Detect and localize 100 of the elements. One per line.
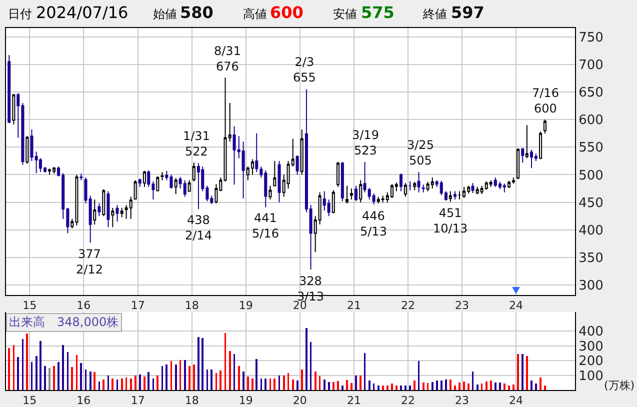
y-tick-label: 350 [578, 251, 604, 266]
candlestick [160, 171, 164, 181]
candlestick [516, 148, 520, 180]
annotation: 出来高 348,000株 [6, 313, 122, 332]
candlestick [26, 136, 29, 164]
y-tick-label: 200 [578, 354, 604, 370]
candlestick [116, 204, 119, 222]
candlestick [300, 129, 304, 176]
y-tick-label: 550 [578, 140, 604, 156]
candlestick [458, 190, 461, 200]
x-tick-label: 17 [130, 299, 145, 312]
candlestick [12, 94, 16, 126]
candlestick [183, 180, 186, 198]
candlestick [106, 190, 110, 228]
text: 580 [180, 3, 214, 22]
candlestick [350, 188, 353, 200]
candlestick [512, 177, 515, 184]
candlestick [408, 180, 412, 191]
candlestick [539, 131, 542, 160]
candlestick [417, 171, 420, 193]
x-tick-label: 18 [184, 394, 199, 407]
text: 2024/07/16 [36, 3, 128, 22]
candlestick [430, 177, 434, 190]
candlestick [448, 190, 452, 202]
candlestick [129, 196, 132, 220]
x-tick-label: 23 [454, 394, 469, 407]
candlestick [413, 181, 416, 191]
candlestick [354, 185, 358, 202]
x-tick-label: 21 [346, 394, 361, 407]
candlestick [404, 182, 407, 198]
annotation: 2/3 655 [293, 55, 316, 85]
y-tick-label: 500 [578, 168, 604, 184]
annotation: 3/19 523 [352, 128, 379, 158]
candlestick [98, 202, 101, 217]
candlestick [278, 160, 281, 203]
candlestick [346, 185, 349, 204]
candlestick [502, 183, 506, 193]
x-tick-label: 23 [454, 299, 469, 312]
text: 安値 [333, 7, 357, 21]
candlestick [268, 185, 272, 200]
annotation: 3/25 505 [407, 138, 434, 168]
candlestick [188, 180, 191, 192]
candlestick [498, 181, 502, 190]
x-tick-label: 19 [238, 299, 253, 312]
annotation: 438 2/14 [185, 213, 212, 243]
x-tick-label: 19 [238, 394, 253, 407]
candlestick [462, 186, 466, 198]
text: 終値 [423, 7, 447, 21]
candlestick [192, 162, 196, 182]
annotation: 8/31 676 [214, 44, 241, 74]
x-tick-label: 15 [22, 299, 37, 312]
y-tick-label: 650 [578, 86, 604, 101]
candlestick [454, 190, 457, 200]
candlestick [111, 207, 114, 228]
text: 高値 [243, 7, 267, 21]
x-tick-label: 16 [76, 299, 91, 312]
x-tick-label: 20 [292, 394, 307, 407]
x-tick-label: 22 [400, 394, 415, 407]
y-tick-label: 400 [578, 223, 604, 238]
x-tick-label: 17 [130, 394, 145, 407]
text: 600 [270, 3, 304, 22]
text: 575 [361, 3, 394, 22]
candlestick [525, 124, 528, 159]
x-tick-label: 22 [400, 299, 415, 312]
text: 始値 [153, 7, 177, 21]
candlestick [508, 180, 511, 188]
text: 597 [451, 3, 484, 22]
candlestick [340, 162, 344, 202]
candlestick [8, 54, 11, 124]
annotation: 451 10/13 [433, 206, 468, 236]
candlestick [174, 178, 178, 195]
annotation: 441 5/16 [252, 211, 279, 241]
y-tick-label: 700 [578, 58, 604, 73]
x-tick-label: 18 [184, 299, 199, 312]
x-tick-label: 15 [22, 394, 37, 407]
annotation: 7/16 600 [532, 86, 559, 116]
candlestick [543, 119, 546, 134]
candlestick [142, 170, 146, 188]
candlestick [273, 160, 276, 186]
candlestick [48, 168, 52, 176]
y-tick-label: 600 [578, 113, 604, 128]
candlestick [196, 162, 200, 210]
candlestick [390, 184, 394, 198]
candlestick [80, 173, 83, 181]
text: 日付 [8, 7, 32, 21]
annotation: 446 5/13 [360, 209, 387, 239]
candlestick [120, 207, 124, 218]
x-tick-label: 24 [508, 299, 523, 312]
candlestick [332, 190, 335, 214]
candlestick [521, 148, 524, 164]
candlestick [134, 180, 137, 200]
y-tick-label: 300 [578, 339, 604, 354]
candlestick [336, 162, 340, 188]
y-tick-label: 750 [578, 30, 604, 46]
annotation: 1/31 522 [183, 129, 210, 159]
candlestick [296, 154, 299, 176]
candlestick [422, 184, 425, 193]
x-tick-label: 16 [76, 394, 91, 407]
x-tick-label: 21 [346, 299, 361, 312]
candlestick [93, 199, 96, 225]
